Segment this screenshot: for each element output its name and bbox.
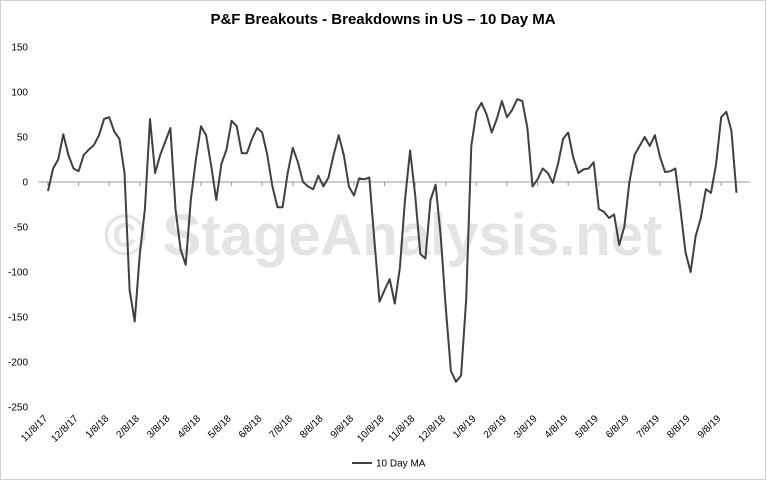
chart-title: P&F Breakouts - Breakdowns in US – 10 Da… (210, 11, 555, 28)
watermark: © StageAnalysis.net (104, 203, 662, 268)
y-tick-label: -200 (8, 358, 28, 369)
y-tick-label: -50 (14, 223, 29, 234)
y-tick-label: 50 (17, 133, 29, 144)
line-series (47, 98, 738, 383)
y-tick-label: -150 (8, 313, 28, 324)
legend-label: 10 Day MA (376, 459, 426, 470)
y-tick-label: -100 (8, 268, 28, 279)
y-tick-label: 150 (11, 43, 28, 54)
y-tick-label: 100 (11, 88, 28, 99)
y-tick-label: -250 (8, 403, 28, 414)
y-tick-label: 0 (22, 178, 28, 189)
